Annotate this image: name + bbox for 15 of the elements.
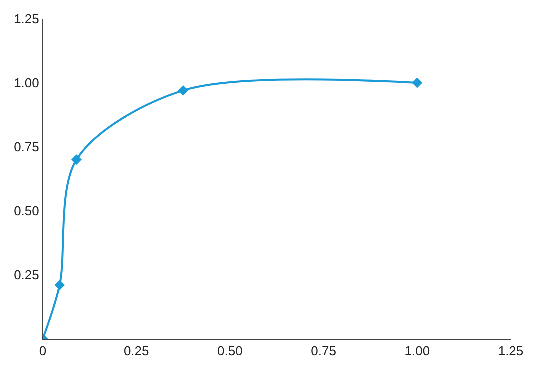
point xyxy=(54,280,66,290)
y-tick-label: 0.50 xyxy=(14,204,40,219)
point xyxy=(178,85,189,96)
point xyxy=(412,78,423,88)
x-tick-label: 1.25 xyxy=(498,344,524,359)
y-tick-label: 0.75 xyxy=(14,140,40,155)
y-tick-label: 1.00 xyxy=(14,76,40,91)
point xyxy=(72,154,82,165)
x-tick-label: 1.00 xyxy=(404,344,430,359)
x-tick-label: 0.50 xyxy=(218,344,243,359)
y-tick-label: 1.25 xyxy=(14,12,40,27)
y-tick-label: 0.25 xyxy=(14,268,40,283)
x-tick-label: 0.75 xyxy=(311,344,336,359)
x-tick-label: 0.25 xyxy=(124,344,150,359)
x-tick-label: 0 xyxy=(39,344,47,359)
